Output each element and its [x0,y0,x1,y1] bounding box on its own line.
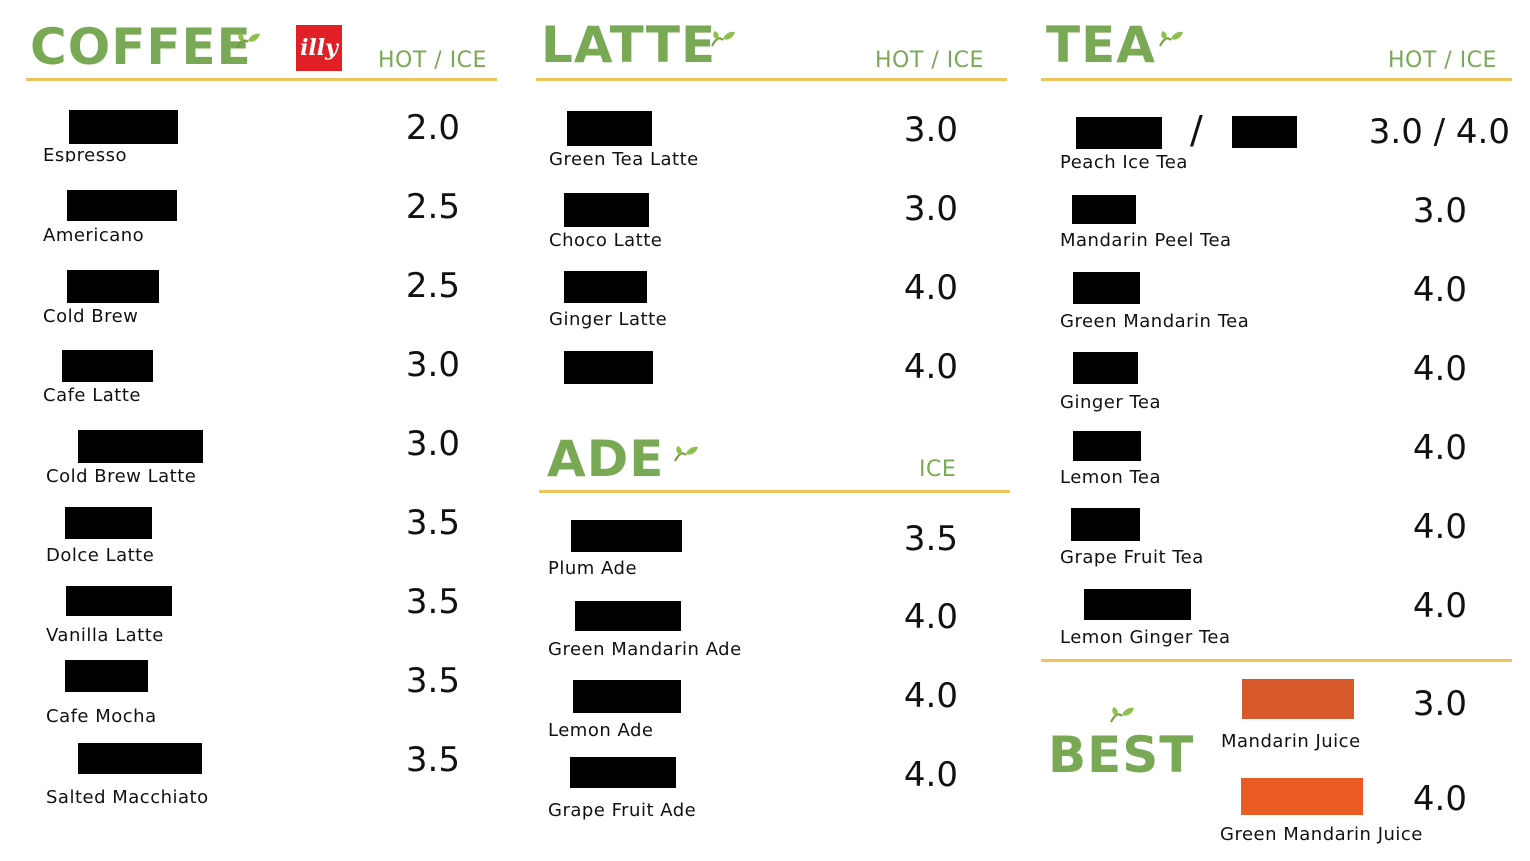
latte-rule [536,78,1007,81]
list-item-price: 3.0 [1412,684,1467,724]
list-item-label: Grape Fruit Ade [548,800,697,821]
list-item-price: 4.0 [1412,349,1467,389]
ade-title: ADE [547,430,665,488]
list-item-label: Green Mandarin Tea [1060,311,1250,332]
list-item-price: 4.0 [903,268,958,308]
redaction-block [67,190,177,221]
redaction-block [1076,117,1162,149]
leaf-icon [1108,704,1136,724]
redaction-block [1072,195,1136,224]
redaction-block [69,110,178,144]
list-item-label: Lemon Tea [1060,467,1162,488]
redaction-block [564,271,647,303]
list-item-price: 3.0 / 4.0 [1368,112,1510,152]
redaction-block [570,757,676,788]
list-item-label: Mandarin Juice [1221,731,1361,752]
list-item-price: 3.0 [903,189,958,229]
ade-header: ICE [919,457,957,482]
list-item-price: 4.0 [1412,270,1467,310]
redaction-block [62,350,153,382]
redaction-block [78,430,203,463]
tea-rule [1041,78,1512,81]
best-rule [1041,659,1512,662]
list-item-price: 4.0 [1412,586,1467,626]
redaction-block [564,351,653,384]
leaf-icon [709,28,737,48]
latte-title: LATTE [541,16,717,74]
redaction-block [573,680,681,713]
list-item-price: 2.5 [405,187,460,227]
coffee-header: HOT / ICE [378,48,487,73]
redaction-block [575,601,681,631]
list-item-price: 3.0 [1412,191,1467,231]
redaction-block [1071,508,1140,541]
list-item-price: 4.0 [903,347,958,387]
list-item-label: Dolce Latte [46,545,155,566]
tea-title: TEA [1046,16,1156,74]
list-item-price: 4.0 [903,597,958,637]
list-item-price: 3.5 [903,519,958,559]
list-item-price: 4.0 [903,755,958,795]
redaction-block [1073,272,1140,304]
list-item-label: Green Mandarin Ade [548,639,742,660]
tea-header: HOT / ICE [1388,48,1497,73]
list-item-price: 3.5 [405,582,460,622]
redaction-block [1073,352,1138,384]
list-item-price: 2.5 [405,266,460,306]
list-item-price: 4.0 [903,676,958,716]
list-item-label: Cold Brew [43,306,139,325]
redaction-block [66,586,172,616]
redaction-block [564,193,649,227]
list-item-label: Lemon Ade [548,720,654,741]
leaf-icon [1157,28,1185,48]
list-item-price: 3.5 [405,661,460,701]
list-item-label: Cafe Latte [43,385,141,406]
list-item-price: 3.0 [405,345,460,385]
list-item-price: 3.0 [405,424,460,464]
list-item-label: Green Tea Latte [549,149,699,166]
illy-logo: illy [296,25,342,71]
list-item-label: Mandarin Peel Tea [1060,230,1232,251]
list-item-price: 4.0 [1412,779,1467,819]
redaction-block [78,743,202,774]
best-title: BEST [1048,726,1195,784]
list-item-label: Ginger Tea [1060,392,1162,413]
list-item-label: Americano [43,225,145,246]
list-item-label: Cold Brew Latte [46,466,197,483]
list-item-label: Espresso [43,145,128,162]
redaction-block [65,507,152,539]
leaf-icon [672,443,700,463]
redaction-block [1084,589,1191,620]
list-item-price: 2.0 [405,108,460,148]
redaction-block [67,270,159,303]
coffee-rule [26,78,497,81]
redaction-block [1232,116,1297,148]
redaction-block [571,520,682,552]
list-item-price: 3.5 [405,503,460,543]
leaf-icon [234,30,262,50]
list-item-price: 3.0 [903,110,958,150]
redaction-block [1073,431,1141,461]
latte-header: HOT / ICE [875,48,984,73]
list-item-price: 4.0 [1412,428,1467,468]
list-item-label: Choco Latte [549,230,663,247]
list-item-label: Lemon Ginger Tea [1060,627,1231,648]
list-item-label: Peach Ice Tea [1060,152,1188,169]
coffee-title: COFFEE [30,18,252,76]
ade-rule [539,490,1010,493]
list-item-label: Vanilla Latte [46,625,164,646]
list-item-label: Ginger Latte [549,309,668,330]
redaction-block [567,111,652,146]
list-item-price: 4.0 [1412,507,1467,547]
juice-swatch [1241,778,1363,815]
separator-slash: / [1190,108,1203,152]
list-item-label: Green Mandarin Juice [1220,824,1423,845]
list-item-label: Grape Fruit Tea [1060,547,1204,568]
redaction-block [65,660,148,692]
juice-swatch [1242,679,1354,719]
list-item-label: Salted Macchiato [46,787,209,808]
list-item-label: Plum Ade [548,558,638,579]
list-item-price: 3.5 [405,740,460,780]
list-item-label: Cafe Mocha [46,706,157,727]
